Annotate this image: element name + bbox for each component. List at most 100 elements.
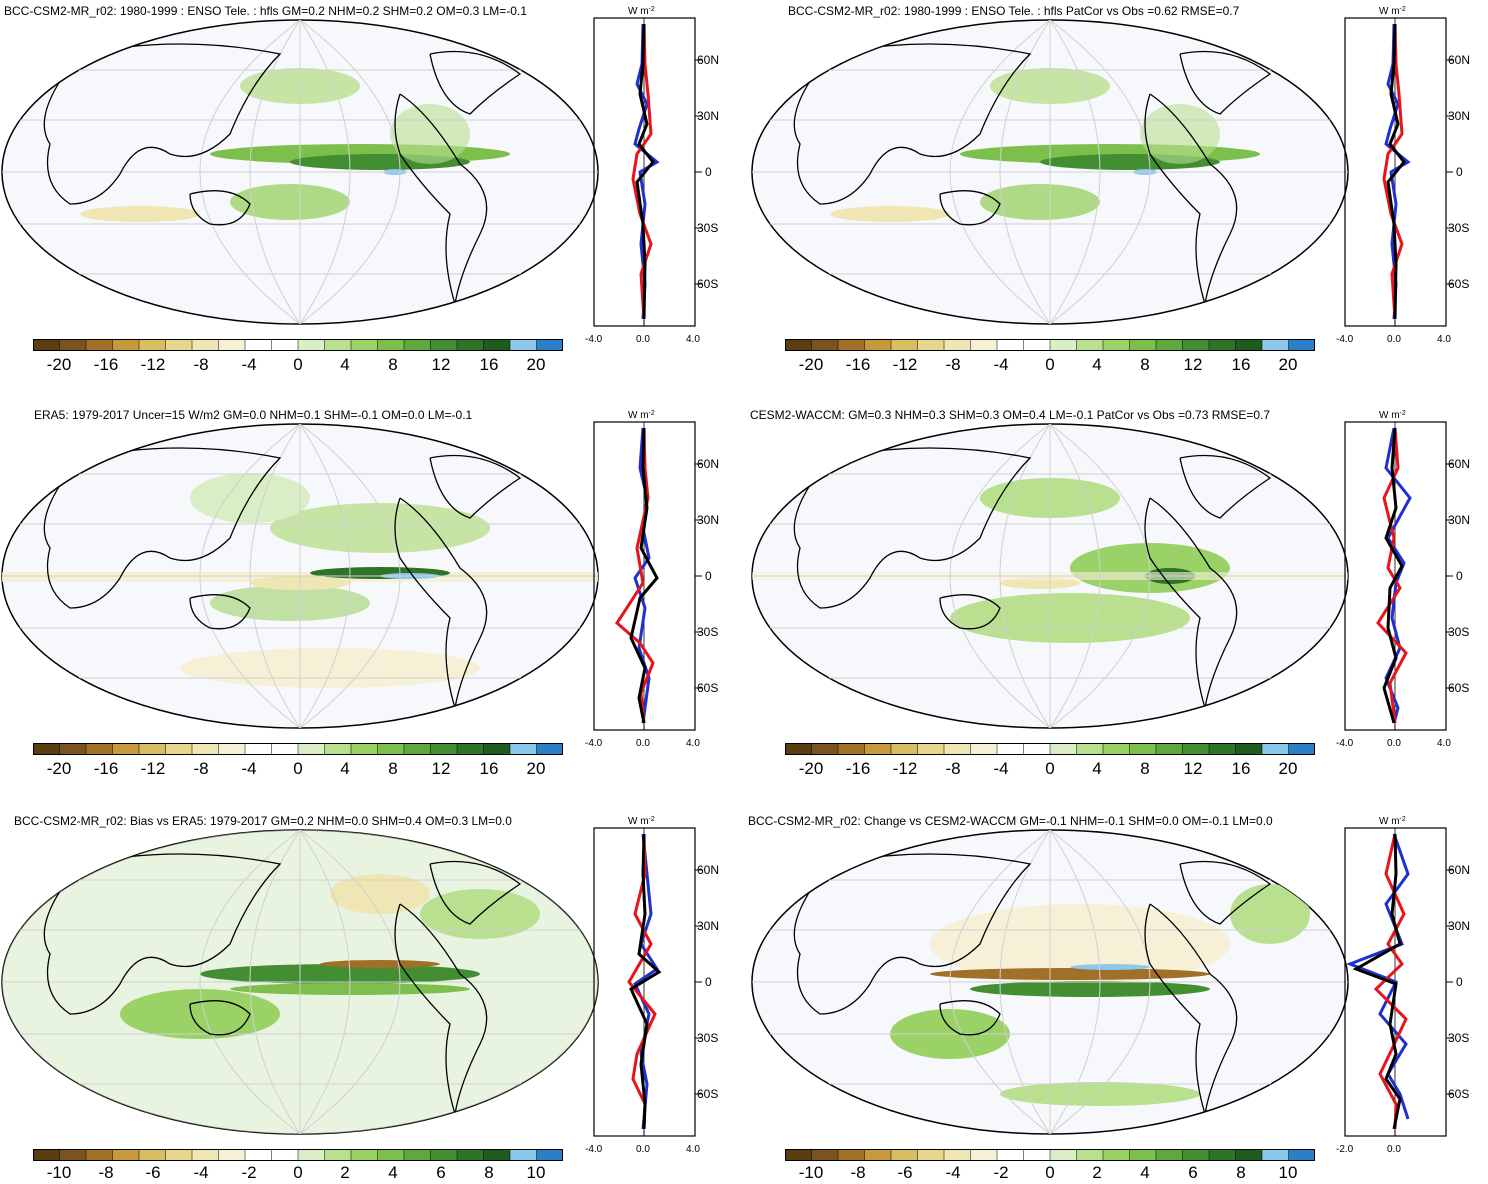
colorbar-swatch (138, 743, 167, 755)
svg-text:30S: 30S (1448, 221, 1469, 235)
colorbar-swatch (943, 339, 972, 351)
colorbar-swatch (430, 339, 458, 351)
colorbar-swatch (1049, 1149, 1078, 1161)
panel-6: BCC-CSM2-MR_r02: Change vs CESM2-WACCM G… (748, 810, 1488, 1184)
colorbar-swatch (33, 743, 61, 755)
colorbar-swatch (837, 339, 866, 351)
svg-text:60N: 60N (1448, 53, 1470, 67)
panel-4: CESM2-WACCM: GM=0.3 NHM=0.3 SHM=0.3 OM=0… (748, 404, 1488, 799)
colorbar-labels: -10 -8 -6 -4 -2 0 2 4 6 8 10 (46, 1163, 546, 1182)
colorbar-swatch (785, 743, 813, 755)
colorbar-swatch (1155, 1149, 1184, 1161)
colorbar-swatch (864, 339, 892, 351)
panel-2: BCC-CSM2-MR_r02: 1980-1999 : ENSO Tele. … (748, 0, 1488, 395)
colorbar-swatch (890, 339, 919, 351)
svg-text:60S: 60S (1448, 277, 1469, 291)
colorbar-swatch (1182, 339, 1210, 351)
colorbar-swatch (1288, 743, 1315, 755)
colorbar (33, 339, 563, 351)
colorbar-swatch (1235, 339, 1263, 351)
colorbar-swatch (350, 339, 379, 351)
zonal-mean-plot: W m-2 60N 30N 0 30S 60S -4.0 0.0 4.0 (585, 6, 719, 344)
colorbar-swatch (1208, 339, 1237, 351)
colorbar-swatch (271, 339, 299, 351)
colorbar-labels: -10 -8 -6 -4 -2 0 2 4 6 8 10 (798, 1163, 1298, 1182)
colorbar-swatch (837, 1149, 866, 1161)
colorbar-swatch (1208, 1149, 1237, 1161)
colorbar-swatch (165, 339, 193, 351)
svg-text:60N: 60N (697, 53, 719, 67)
colorbar-swatch (1049, 743, 1078, 755)
svg-text:W m-2: W m-2 (628, 410, 655, 421)
colorbar-swatch (244, 339, 273, 351)
svg-text:4.0: 4.0 (686, 738, 700, 748)
colorbar-swatch (996, 1149, 1025, 1161)
colorbar-swatch (917, 339, 945, 351)
zonal-mean-plot: W m-2 60N 30N 0 30S 60S -4.0 0.0 4.0 (1336, 6, 1470, 344)
colorbar-swatch (837, 743, 866, 755)
colorbar-labels: -20 -16 -12 -8 -4 0 4 8 12 16 20 (798, 355, 1298, 374)
colorbar-swatch (1102, 743, 1131, 755)
colorbar (33, 1149, 563, 1161)
colorbar-swatch (1049, 339, 1078, 351)
svg-text:30N: 30N (1448, 919, 1470, 933)
colorbar-swatch (1102, 1149, 1131, 1161)
colorbar-swatch (165, 1149, 193, 1161)
colorbar-swatch (1261, 1149, 1290, 1161)
colorbar-swatch (970, 1149, 998, 1161)
panel-title: CESM2-WACCM: GM=0.3 NHM=0.3 SHM=0.3 OM=0… (750, 408, 1271, 422)
colorbar-swatch (85, 743, 114, 755)
svg-text:0.0: 0.0 (636, 1144, 650, 1154)
zonal-mean-plot: W m-2 60N 30N 0 30S 60S -2.0 0.0 (1336, 816, 1470, 1154)
svg-text:60N: 60N (1448, 863, 1470, 877)
world-map (1, 829, 599, 1135)
svg-text:60S: 60S (1448, 1087, 1469, 1101)
colorbar-swatch (377, 743, 405, 755)
colorbar-swatch (811, 743, 839, 755)
svg-text:30S: 30S (1448, 1031, 1469, 1045)
colorbar-swatch (509, 1149, 538, 1161)
colorbar-swatch (271, 1149, 299, 1161)
colorbar-swatch (536, 1149, 563, 1161)
colorbar-swatch (509, 339, 538, 351)
colorbar-swatch (456, 339, 485, 351)
panel-3: ERA5: 1979-2017 Uncer=15 W/m2 GM=0.0 NHM… (0, 404, 744, 799)
svg-text:0.0: 0.0 (1387, 738, 1401, 748)
colorbar-swatch (112, 339, 140, 351)
panel-title: BCC-CSM2-MR_r02: Bias vs ERA5: 1979-2017… (14, 814, 512, 828)
colorbar-swatch (970, 339, 998, 351)
colorbar-swatch (1023, 339, 1051, 351)
colorbar-swatch (864, 1149, 892, 1161)
colorbar-swatch (917, 743, 945, 755)
svg-text:60S: 60S (697, 277, 718, 291)
colorbar-swatch (890, 1149, 919, 1161)
panel-5: BCC-CSM2-MR_r02: Bias vs ERA5: 1979-2017… (0, 810, 744, 1184)
svg-text:30S: 30S (697, 221, 718, 235)
colorbar-swatch (1208, 743, 1237, 755)
colorbar-swatch (297, 743, 326, 755)
world-map (1, 423, 599, 729)
colorbar-labels: -20 -16 -12 -8 -4 0 4 8 12 16 20 (46, 759, 546, 778)
panel-title: ERA5: 1979-2017 Uncer=15 W/m2 GM=0.0 NHM… (34, 408, 473, 422)
colorbar (785, 339, 1315, 351)
colorbar-swatch (1261, 339, 1290, 351)
colorbar-swatch (1076, 339, 1104, 351)
colorbar-swatch (1129, 743, 1157, 755)
panel-1: BCC-CSM2-MR_r02: 1980-1999 : ENSO Tele. … (0, 0, 744, 395)
colorbar-swatch (377, 1149, 405, 1161)
colorbar-swatch (536, 743, 563, 755)
svg-text:-4.0: -4.0 (585, 334, 603, 344)
svg-text:4.0: 4.0 (1437, 738, 1451, 748)
svg-text:4.0: 4.0 (686, 334, 700, 344)
colorbar-swatch (138, 339, 167, 351)
svg-text:4.0: 4.0 (1437, 334, 1451, 344)
colorbar-swatch (85, 339, 114, 351)
colorbar-swatch (218, 743, 246, 755)
colorbar-swatch (890, 743, 919, 755)
svg-text:60N: 60N (697, 457, 719, 471)
zonal-mean-plot: W m-2 60N 30N 0 30S 60S -4.0 0.0 4.0 (1336, 410, 1470, 748)
colorbar-swatch (1023, 1149, 1051, 1161)
colorbar-swatch (1129, 339, 1157, 351)
colorbar-swatch (483, 339, 511, 351)
colorbar-swatch (943, 743, 972, 755)
